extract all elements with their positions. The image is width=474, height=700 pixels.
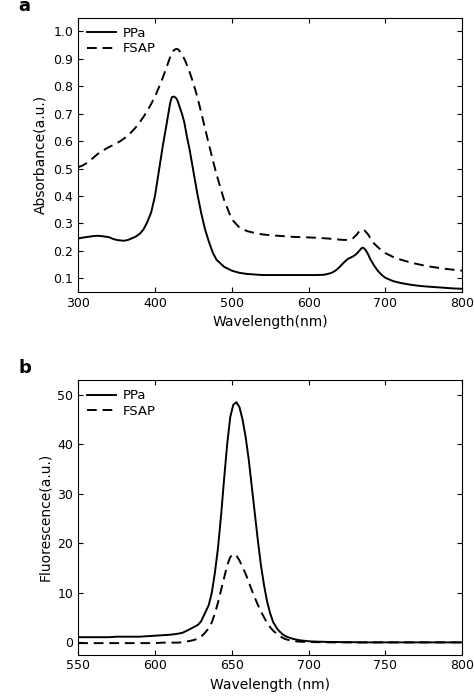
PPa [428,638,434,647]
FSAP [215,598,221,607]
Line: FSAP: FSAP [78,49,462,271]
PPa [234,398,239,407]
PPa [459,638,465,647]
PPa [215,544,221,552]
PPa [152,631,158,640]
FSAP [298,638,304,646]
FSAP [75,163,81,172]
PPa [173,94,179,103]
FSAP [459,267,465,275]
FSAP [267,623,273,631]
FSAP [230,550,236,559]
PPa [367,254,373,262]
Line: PPa: PPa [78,402,462,643]
PPa [344,256,350,264]
FSAP [191,636,196,645]
FSAP [206,139,211,148]
PPa [287,634,293,642]
PPa [75,234,81,243]
PPa [267,609,273,617]
PPa [171,92,177,101]
PPa [298,636,304,645]
Y-axis label: Absorbance(a.u.): Absorbance(a.u.) [34,95,48,214]
FSAP [459,638,465,647]
FSAP [287,636,293,645]
PPa [75,633,81,641]
FSAP [358,226,364,234]
X-axis label: Wavelength (nm): Wavelength (nm) [210,678,330,692]
Text: b: b [18,359,32,377]
PPa [375,267,381,275]
FSAP [95,150,100,158]
PPa [359,638,365,647]
FSAP [152,639,158,648]
FSAP [79,162,85,170]
X-axis label: Wavelength(nm): Wavelength(nm) [212,316,328,330]
FSAP [365,231,371,239]
PPa [436,284,442,292]
FSAP [75,639,81,648]
Legend: PPa, FSAP: PPa, FSAP [85,24,159,58]
FSAP [173,45,179,53]
Y-axis label: Fluorescence(a.u.): Fluorescence(a.u.) [38,453,52,581]
Text: a: a [18,0,31,15]
PPa [459,285,465,293]
FSAP [229,215,235,223]
Line: FSAP: FSAP [78,554,462,643]
PPa [121,237,127,245]
Line: PPa: PPa [78,97,462,289]
Legend: PPa, FSAP: PPa, FSAP [85,386,159,421]
